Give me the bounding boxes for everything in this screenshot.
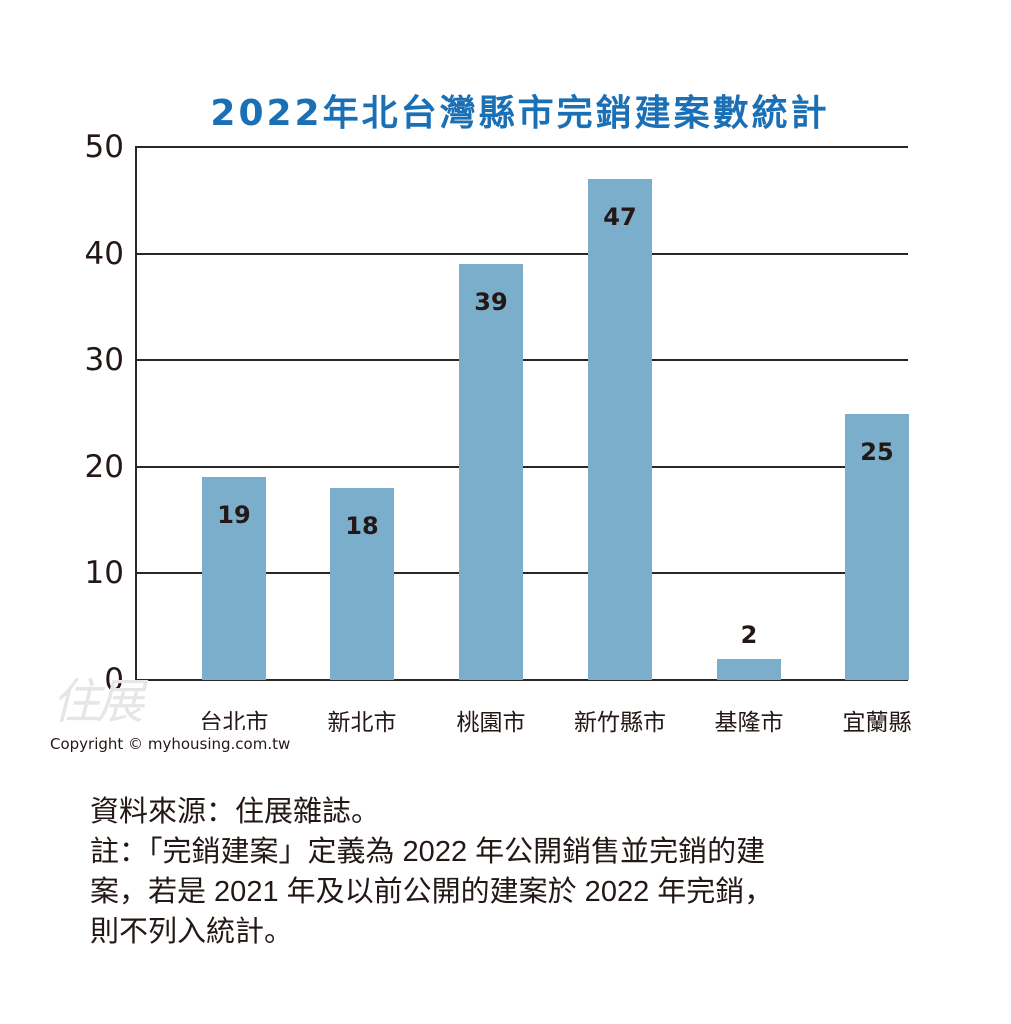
bar-value-label: 47 [603,202,637,231]
gridline-50 [135,146,908,148]
source-note: 資料來源：住展雜誌。 [90,796,381,828]
bar-value-label: 18 [345,512,379,541]
bar-value-label: 25 [860,437,894,466]
y-tick-label: 40 [84,235,124,272]
bar-4[interactable] [588,178,652,680]
bar-5[interactable] [717,658,781,680]
bar-3[interactable] [459,264,523,680]
y-tick-label: 20 [84,448,124,485]
y-tick-label: 50 [84,129,124,165]
definition-note-line-3: 則不列入統計。 [90,916,294,948]
bar-2[interactable] [330,488,394,680]
y-axis-line [135,147,137,682]
x-category-label: 桃園市 [456,710,526,736]
y-tick-label: 10 [84,555,124,592]
gridline-0 [135,679,908,681]
copyright-band [45,730,335,758]
x-category-label: 新北市 [327,710,397,736]
plot-area: 19 18 39 47 2 25 [135,146,909,682]
y-tick-label: 0 [104,662,124,698]
definition-note-line-1: 註：「完銷建案」定義為 2022 年公開銷售並完銷的建 [90,836,766,868]
definition-note-line-2: 案，若是 2021 年及以前公開的建案於 2022 年完銷， [90,876,774,908]
x-category-label: 基隆市 [714,710,784,736]
bar-6[interactable] [845,413,909,680]
x-category-label: 宜蘭縣 [842,710,912,736]
bar-1[interactable] [202,477,266,680]
chart-title: 2022年北台灣縣市完銷建案數統計 [210,93,830,134]
gridline-40 [135,252,908,255]
x-category-label: 新竹縣市 [574,710,666,736]
y-tick-label: 30 [84,342,124,379]
notes-block: 資料來源：住展雜誌。 註：「完銷建案」定義為 2022 年公開銷售並完銷的建 案… [90,792,950,952]
bar-value-label: 39 [474,288,508,317]
watermark-logo: 住展 [52,674,144,730]
copyright-text: Copyright © myhousing.com.tw [50,735,291,753]
bar-value-label: 2 [740,620,758,649]
bar-value-label: 19 [217,501,251,530]
